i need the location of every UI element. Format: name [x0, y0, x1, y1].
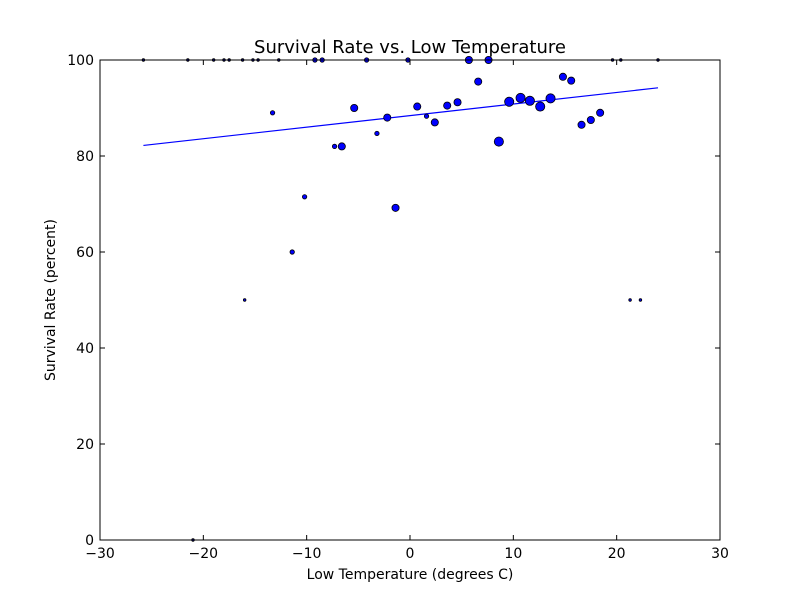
- x-tick-label: −10: [292, 546, 322, 562]
- x-tick-label: 0: [406, 546, 415, 562]
- data-point: [337, 142, 346, 151]
- plot-frame: [99, 59, 721, 541]
- data-point: [350, 104, 359, 113]
- data-point: [301, 194, 308, 200]
- y-tick-label: 40: [76, 341, 94, 357]
- x-tick-label: −30: [85, 546, 115, 562]
- data-point: [269, 110, 276, 116]
- data-point: [374, 130, 380, 137]
- data-point: [289, 249, 295, 255]
- data-point: [504, 96, 515, 107]
- data-point: [524, 95, 535, 106]
- data-point: [430, 118, 439, 127]
- data-point: [567, 76, 576, 85]
- data-point: [493, 136, 504, 147]
- data-point: [453, 98, 462, 107]
- data-point: [558, 72, 567, 81]
- data-point: [391, 203, 400, 212]
- y-tick-label: 80: [76, 149, 94, 165]
- data-point: [545, 93, 556, 104]
- y-tick-label: 0: [85, 533, 94, 549]
- data-point: [383, 113, 392, 122]
- fit-line: [143, 87, 659, 147]
- data-point: [423, 113, 430, 119]
- data-point: [413, 102, 422, 111]
- data-point: [515, 92, 526, 103]
- x-tick-label: 10: [504, 546, 522, 562]
- y-axis-label: Survival Rate (percent): [43, 219, 59, 381]
- x-tick-label: 20: [608, 546, 626, 562]
- data-point: [577, 120, 586, 129]
- fit-line-layer: [143, 87, 659, 147]
- plot-area: −30 −20 −10 0 10 20 30 0 20 40 60 80 100: [67, 53, 729, 562]
- y-tick-label: 100: [67, 53, 94, 69]
- data-point: [638, 298, 643, 302]
- data-point: [535, 101, 546, 112]
- data-point: [586, 116, 595, 125]
- data-point: [596, 108, 605, 117]
- y-tick-label: 20: [76, 437, 94, 453]
- data-point: [242, 298, 247, 302]
- data-point: [474, 77, 483, 86]
- x-tick-label: −20: [189, 546, 219, 562]
- y-tick-label: 60: [76, 245, 94, 261]
- data-point: [443, 101, 452, 110]
- data-point: [331, 143, 338, 149]
- chart-title: Survival Rate vs. Low Temperature: [254, 37, 566, 58]
- x-axis-label: Low Temperature (degrees C): [307, 567, 514, 583]
- data-point: [628, 298, 632, 302]
- plot-background: [100, 60, 720, 540]
- x-tick-label: 30: [711, 546, 729, 562]
